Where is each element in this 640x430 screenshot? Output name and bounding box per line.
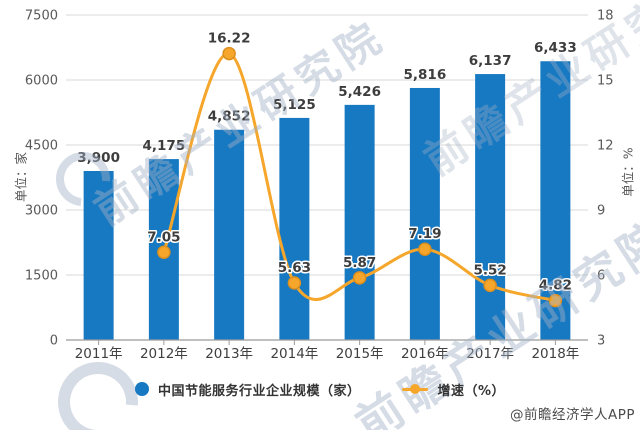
legend: 中国节能服务行业企业规模（家） 增速（%） (0, 377, 640, 401)
left-axis-tick-label: 7500 (25, 9, 58, 24)
x-axis-label: 2016年 (401, 346, 449, 362)
left-axis-tick-label: 6000 (25, 74, 58, 89)
legend-label: 中国节能服务行业企业规模（家） (157, 383, 361, 399)
x-axis-label: 2013年 (205, 346, 253, 362)
line-value-label: 5.63 (278, 260, 311, 276)
legend-item-enterprise-scale[interactable]: 中国节能服务行业企业规模（家） (134, 380, 361, 399)
left-axis-title: 单位：家 (13, 151, 29, 203)
bar-2013年[interactable] (214, 129, 245, 340)
legend-label: 增速（%） (437, 383, 506, 399)
right-axis-tick-label: 3 (597, 334, 605, 349)
growth-rate-line (162, 52, 557, 303)
line-value-label: 7.05 (147, 229, 180, 245)
right-axis-tick-label: 15 (597, 74, 614, 89)
bar-value-label: 5,125 (273, 97, 316, 113)
line-marker-2016年[interactable] (418, 242, 432, 256)
line-marker-2012年[interactable] (157, 245, 171, 259)
right-axis-tick-label: 12 (597, 139, 614, 154)
line-value-label: 16.22 (208, 31, 251, 47)
bar-2014年[interactable] (279, 117, 310, 341)
line-value-label: 5.52 (473, 262, 506, 278)
source-attribution: @前瞻经济学人APP (509, 407, 635, 423)
line-marker-2018年[interactable] (548, 293, 563, 308)
bar-2015年[interactable] (344, 104, 375, 340)
left-axis-tick-label: 0 (50, 334, 58, 349)
left-axis-tick-label: 1500 (25, 269, 58, 284)
bar-value-label: 6,433 (534, 40, 577, 56)
line-value-label: 4.82 (539, 278, 572, 294)
bar-2017年[interactable] (475, 74, 506, 341)
bar-value-label: 4,175 (143, 138, 186, 154)
right-axis-title: 单位：% (620, 147, 636, 197)
line-value-label: 5.87 (343, 255, 376, 271)
bar-2016年[interactable] (409, 87, 440, 341)
x-axis-label: 2018年 (531, 346, 579, 362)
x-axis-label: 2011年 (75, 346, 123, 362)
x-axis-label: 2017年 (466, 346, 514, 362)
right-axis-tick-label: 18 (597, 9, 614, 24)
bar-value-label: 5,426 (338, 84, 381, 100)
bar-2011年[interactable] (83, 171, 114, 340)
left-axis-tick-label: 4500 (25, 139, 58, 154)
x-axis-label: 2012年 (140, 346, 188, 362)
line-value-label: 7.19 (408, 226, 441, 242)
right-axis-tick-label: 9 (597, 204, 605, 219)
x-axis-label: 2015年 (336, 346, 384, 362)
line-marker-2013年[interactable] (222, 46, 236, 61)
legend-item-growth-rate[interactable]: 增速（%） (402, 380, 505, 399)
bar-value-label: 4,852 (208, 109, 251, 125)
right-axis-tick-label: 6 (597, 269, 605, 284)
line-series-swatch-icon (402, 384, 429, 394)
bar-value-label: 5,816 (404, 67, 447, 83)
line-marker-2014年[interactable] (287, 276, 302, 290)
x-axis-label: 2014年 (270, 346, 318, 362)
line-marker-2017年[interactable] (483, 278, 497, 293)
bar-value-label: 3,900 (77, 150, 120, 166)
bar-series-swatch-icon (134, 382, 149, 396)
bar-value-label: 6,137 (469, 53, 512, 69)
bar-2018年[interactable] (540, 61, 571, 341)
line-marker-2015年[interactable] (352, 271, 367, 285)
left-axis-tick-label: 3000 (25, 204, 58, 219)
